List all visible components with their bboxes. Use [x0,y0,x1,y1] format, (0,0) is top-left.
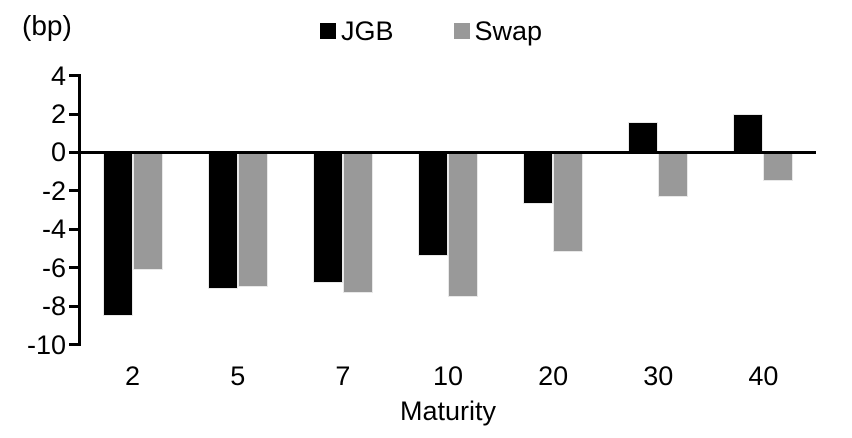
zero-axis-line [80,150,816,154]
y-tick-label: -6 [41,252,66,283]
legend: JGB Swap [320,16,542,46]
y-tick-mark [68,112,78,116]
x-tick-label-10: 10 [432,361,464,391]
y-tick-mark [68,74,78,78]
legend-label-jgb: JGB [341,16,394,46]
y-tick-label: 2 [50,99,66,130]
bar-swap-7 [342,152,373,293]
y-axis-line [77,74,81,347]
bar-swap-30 [658,152,689,197]
bar-swap-10 [448,152,478,297]
x-tick-label-5: 5 [230,361,246,391]
x-tick-label-30: 30 [643,361,674,391]
x-tick-label-20: 20 [538,361,569,391]
bar-jgb-30 [628,121,659,153]
bar-jgb-2 [102,152,133,316]
y-tick-label: -2 [41,175,66,206]
bar-swap-20 [553,152,584,253]
y-tick-mark [68,266,78,270]
bar-swap-2 [132,152,163,270]
y-tick-label: -4 [41,214,66,245]
y-tick-mark [68,304,78,308]
y-tick-label: 4 [50,60,66,91]
legend-swatch-jgb-icon [320,23,336,39]
bar-swap-40 [763,152,794,182]
x-tick-label-2: 2 [125,361,141,391]
legend-item-swap: Swap [453,16,543,46]
x-tick-label-40: 40 [748,361,779,391]
bar-jgb-20 [523,152,554,205]
bar-jgb-40 [733,114,764,153]
y-tick-mark [68,189,78,193]
bar-jgb-5 [207,152,238,289]
legend-label-swap: Swap [474,16,543,46]
bar-swap-5 [237,152,268,287]
y-axis-unit-label: (bp) [22,10,72,41]
y-tick-mark [68,227,78,231]
x-axis-title: Maturity [399,396,497,426]
bar-jgb-10 [418,152,448,257]
y-tick-label: -8 [41,291,66,322]
x-tick-label-7: 7 [335,361,351,391]
legend-item-jgb: JGB [320,16,394,46]
y-tick-mark [68,150,78,154]
y-tick-label: -10 [26,329,66,360]
y-tick-label: 0 [50,137,66,168]
y-tick-mark [68,343,78,347]
legend-swatch-swap-icon [453,23,470,39]
bar-jgb-7 [312,152,343,284]
